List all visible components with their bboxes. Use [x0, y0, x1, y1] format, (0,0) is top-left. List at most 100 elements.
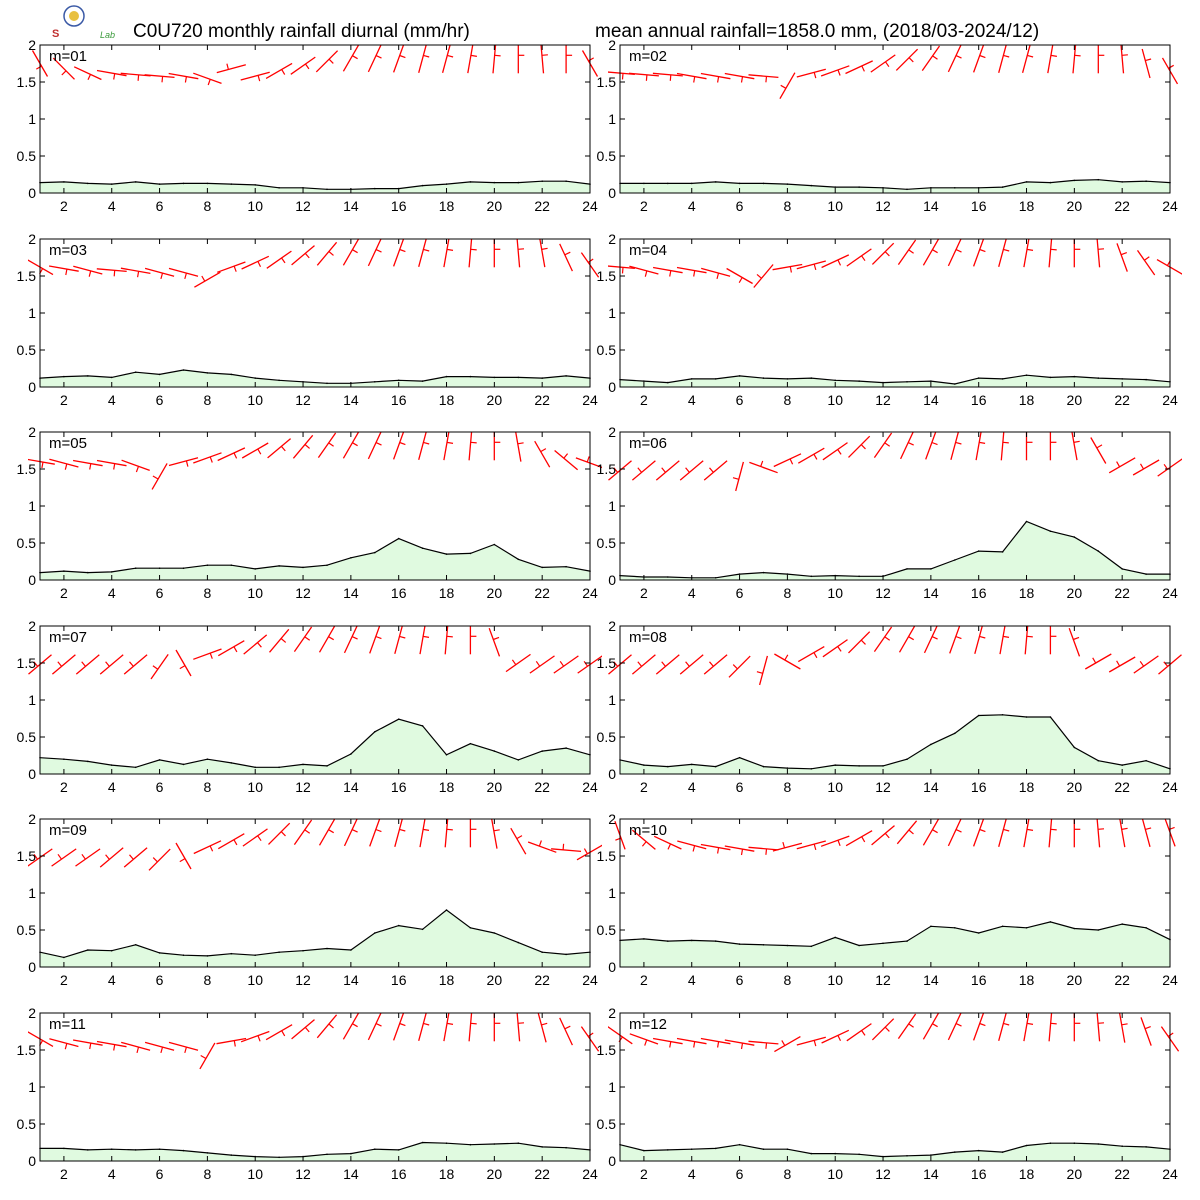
rainfall-point: [230, 762, 233, 764]
wind-barb: [49, 458, 79, 470]
wind-barb: [922, 1013, 939, 1040]
x-tick-label: 2: [640, 585, 648, 601]
rainfall-area: [620, 179, 1170, 193]
rainfall-point: [667, 381, 669, 384]
wind-barb: [392, 239, 406, 267]
y-tick-label: 1: [608, 498, 616, 514]
x-tick-label: 8: [783, 392, 791, 408]
x-tick-label: 10: [827, 779, 843, 795]
rainfall-point: [493, 1143, 496, 1145]
rainfall-point: [63, 375, 65, 378]
wind-barb: [151, 463, 168, 490]
rainfall-point: [517, 941, 520, 944]
y-tick-label: 0.5: [17, 148, 37, 164]
panel-frame: [39, 238, 591, 388]
rainfall-point: [1097, 178, 1100, 181]
rainfall-point: [230, 373, 233, 376]
rainfall-point: [1097, 1143, 1100, 1145]
lab-logo: Lab S: [52, 5, 115, 40]
panel-1: 00.511.522 4 6 8 10 12 14 16 18 20 22 24m=01: [17, 37, 599, 214]
y-tick-label: 1.5: [597, 655, 617, 671]
x-tick-label: 4: [688, 972, 696, 988]
y-tick-label: 0.5: [597, 1116, 617, 1132]
rainfall-point: [1049, 181, 1052, 184]
wind-barb: [144, 1041, 175, 1054]
rainfall-point: [954, 383, 956, 385]
wind-barb: [1073, 239, 1081, 268]
y-tick-label: 0.5: [17, 729, 37, 745]
x-tick-label: 22: [534, 1166, 550, 1182]
wind-barb: [896, 820, 918, 845]
rainfall-point: [906, 940, 908, 942]
wind-barb: [998, 819, 1010, 847]
wind-barb: [873, 626, 893, 652]
x-tick-label: 14: [343, 779, 359, 795]
x-tick-label: 24: [582, 392, 598, 408]
panel-11: 00.511.522 4 6 8 10 12 14 16 18 20 22 24m=11: [17, 1005, 600, 1182]
rainfall-point: [469, 1143, 472, 1146]
rainfall-point: [302, 763, 304, 766]
wind-barb: [290, 56, 316, 75]
x-tick-label: 12: [875, 779, 891, 795]
rainfall-point: [786, 183, 789, 185]
y-tick-label: 0.5: [597, 342, 617, 358]
x-tick-label: 6: [736, 779, 744, 795]
rainfall-point: [1073, 927, 1076, 930]
x-tick-label: 2: [60, 585, 68, 601]
rainfall-point: [541, 1146, 543, 1148]
wind-barb: [175, 649, 192, 677]
y-tick-label: 2: [28, 618, 36, 634]
wind-barb: [1136, 250, 1156, 276]
wind-barb: [553, 655, 579, 674]
wind-barb: [217, 447, 246, 462]
y-tick-label: 1.5: [597, 1042, 617, 1058]
wind-barb: [772, 263, 803, 273]
rainfall-point: [1121, 181, 1123, 183]
rainfall-point: [469, 927, 472, 929]
rainfall-point: [350, 949, 352, 951]
y-tick-label: 0: [28, 959, 36, 975]
wind-barb: [1072, 45, 1081, 74]
wind-barb: [999, 626, 1010, 655]
wind-barb: [199, 1042, 216, 1070]
rainfall-point: [930, 380, 932, 382]
rainfall-point: [1121, 378, 1123, 380]
wind-barb: [529, 655, 555, 674]
rainfall-point: [493, 181, 496, 184]
rainfall-point: [1001, 1151, 1004, 1153]
x-tick-label: 6: [156, 779, 164, 795]
x-tick-label: 16: [391, 392, 407, 408]
rainfall-point: [977, 377, 980, 379]
wind-barb: [144, 74, 175, 83]
wind-barb: [748, 846, 779, 855]
month-label: m=11: [49, 1016, 86, 1033]
wind-barb: [1120, 45, 1128, 74]
rainfall-point: [930, 568, 932, 570]
wind-barb: [796, 840, 826, 851]
x-tick-label: 24: [582, 972, 598, 988]
rainfall-point: [469, 742, 472, 745]
month-label: m=05: [49, 435, 87, 452]
panel-3: 00.511.522 4 6 8 10 12 14 16 18 20 22 24m=03: [17, 231, 600, 408]
wind-barb: [871, 825, 895, 846]
rainfall-point: [206, 372, 209, 374]
wind-barb: [342, 45, 359, 72]
y-tick-label: 1.5: [17, 461, 37, 477]
rainfall-line: [620, 179, 1171, 190]
wind-barbs: [28, 239, 600, 288]
x-tick-label: 2: [60, 779, 68, 795]
wind-barb: [342, 1013, 359, 1040]
rainfall-area: [40, 370, 590, 387]
rainfall-point: [714, 1147, 717, 1150]
rainfall-point: [858, 380, 860, 382]
wind-barbs: [28, 432, 602, 490]
rainfall-point: [714, 181, 717, 183]
rainfall-point: [469, 375, 472, 378]
wind-barb: [1021, 45, 1034, 73]
x-tick-label: 24: [1162, 198, 1178, 214]
wind-barb: [49, 1038, 79, 1050]
wind-barb: [492, 45, 501, 74]
rainfall-point: [326, 765, 328, 767]
rainfall-line: [39, 537, 591, 574]
x-tick-label: 16: [971, 1166, 987, 1182]
